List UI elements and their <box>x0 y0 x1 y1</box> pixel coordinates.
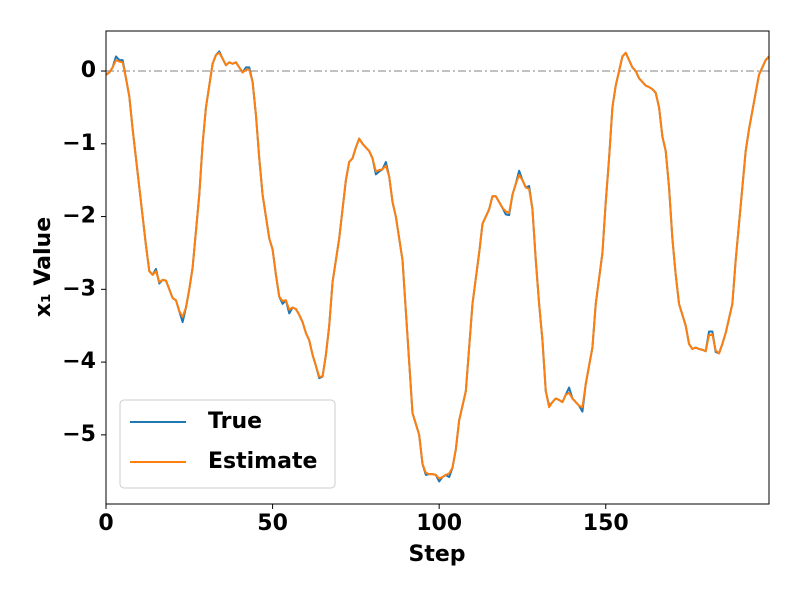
x-tick-label: 100 <box>416 511 462 536</box>
legend-label: True <box>208 409 262 434</box>
y-tick-label: −5 <box>62 422 96 447</box>
y-tick-label: −4 <box>62 349 96 374</box>
x-tick-label: 50 <box>257 511 288 536</box>
x-tick-label: 0 <box>98 511 113 536</box>
y-tick-label: −2 <box>62 204 96 229</box>
legend-label: Estimate <box>208 449 317 474</box>
y-tick-label: −1 <box>62 131 96 156</box>
x-tick-label: 150 <box>583 511 629 536</box>
y-axis-label: x₁ Value <box>31 217 56 317</box>
y-tick-label: −3 <box>62 276 96 301</box>
x-axis-label: Step <box>408 542 465 567</box>
plot-frame <box>105 30 770 505</box>
y-tick-label: 0 <box>81 58 96 83</box>
series-line <box>106 51 769 480</box>
